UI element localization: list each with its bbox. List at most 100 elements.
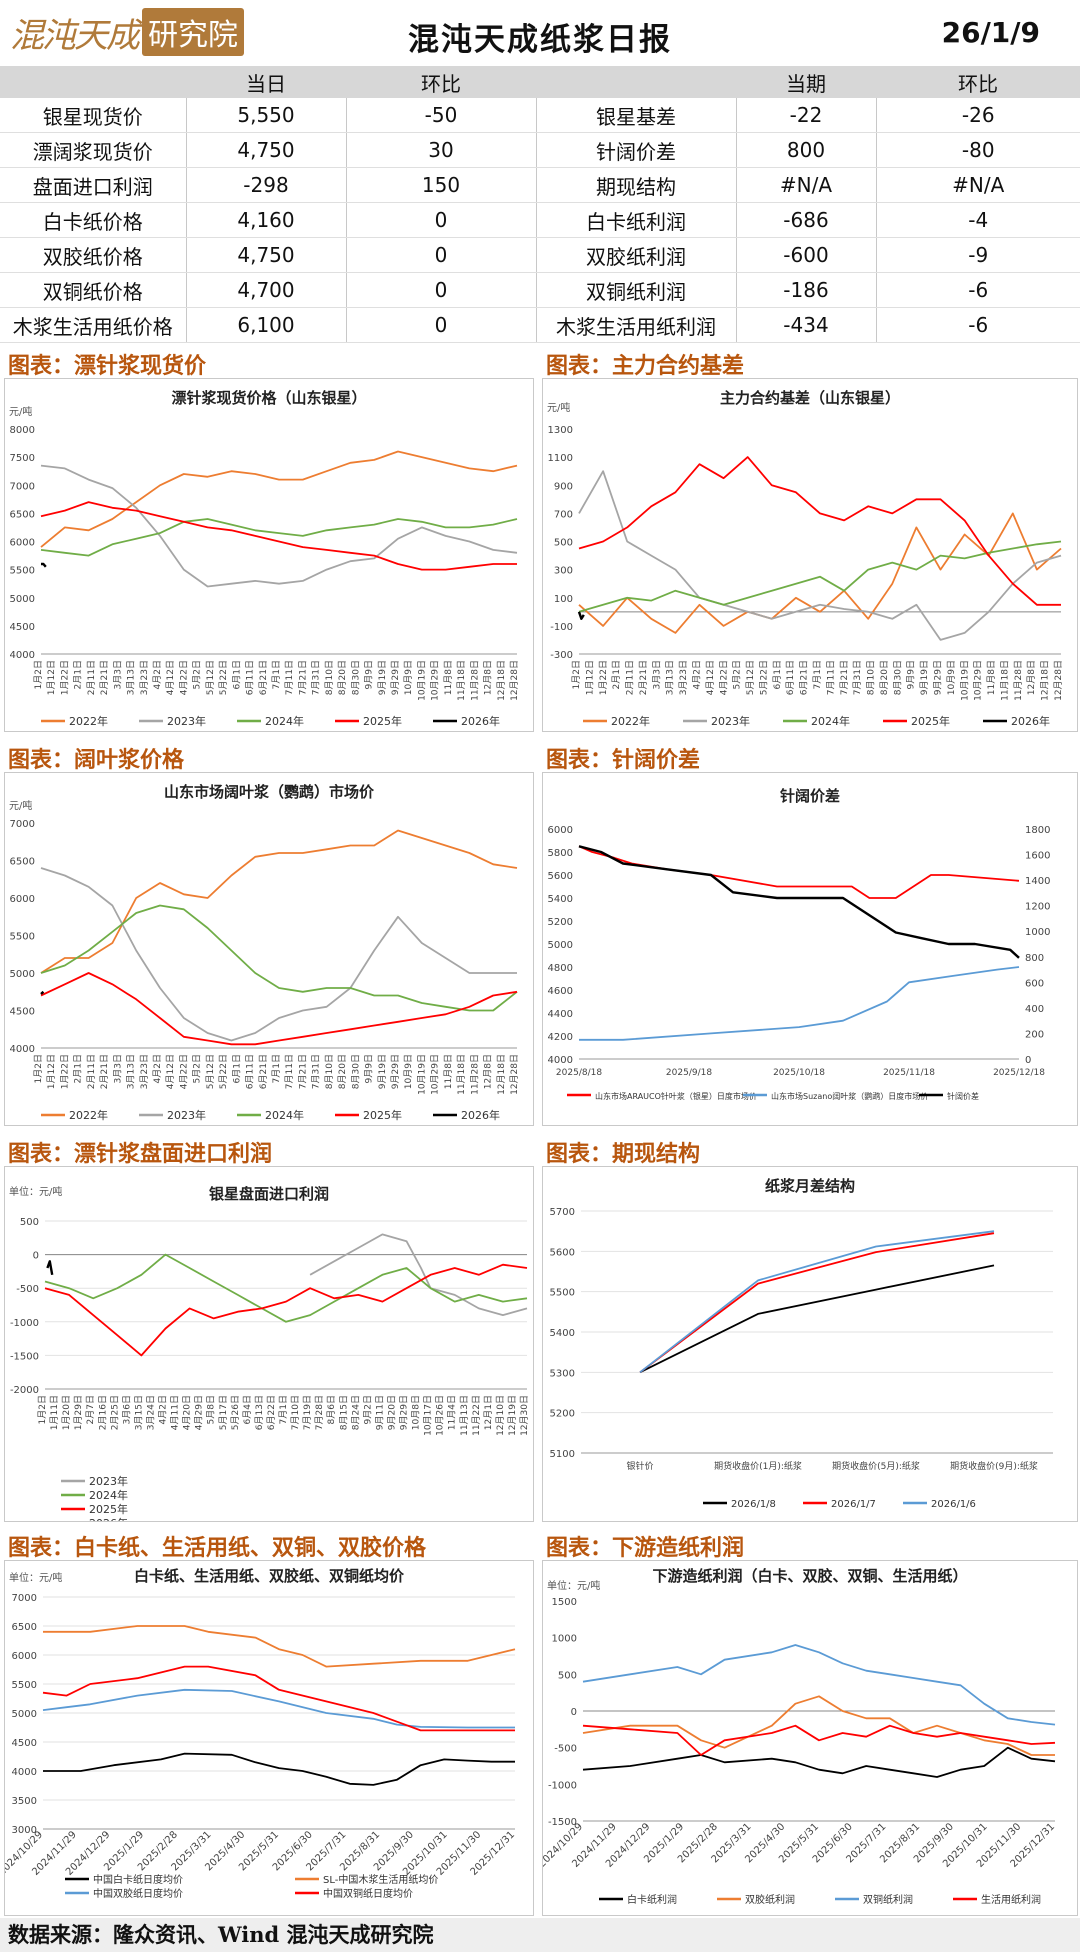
x-tick-label: 8月20日 <box>337 1054 348 1089</box>
x-tick-label: 2025/11/18 <box>883 1068 935 1078</box>
x-tick-label: 2025/10/18 <box>773 1068 825 1078</box>
x-tick-label: 11月28日 <box>469 660 480 701</box>
chart-title: 针阔价差 <box>780 787 840 805</box>
x-tick-label: 7月1日 <box>271 660 282 689</box>
x-tick-label: 12月30日 <box>519 1395 530 1436</box>
y-tick-label: 5200 <box>550 1409 575 1420</box>
series-line-3 <box>42 1665 515 1732</box>
series-line-2 <box>582 1644 1056 1726</box>
series-line-3 <box>40 972 518 1046</box>
x-tick-label: 9月9日 <box>364 1054 375 1083</box>
series-line-2 <box>42 1688 515 1729</box>
x-tick-label: 12月8日 <box>483 660 494 695</box>
metric-change: -50 <box>346 98 537 133</box>
section-title-term-structure: 图表：期现结构 <box>546 1141 701 1167</box>
series-line-0 <box>578 512 1062 634</box>
x-tick-label: 2月11日 <box>86 660 97 695</box>
y-tick-label: 4800 <box>548 963 573 974</box>
panel-c1: 漂针浆现货价格（山东银星） 元/吨 4000 4500 5000 5500 6000 6500… <box>4 378 534 732</box>
x-tick-label: 6月21日 <box>258 660 269 695</box>
panel-c3: 山东市场阔叶浆（鹦鹉）市场价 元/吨 4000 4500 5000 5500 6000 650… <box>4 772 534 1126</box>
chart-title: 漂针浆现货价格（山东银星） <box>171 389 366 407</box>
x-tick-label: 4月2日 <box>158 1395 169 1424</box>
series-line-0 <box>40 829 518 974</box>
x-tick-label: 8月20日 <box>337 660 348 695</box>
metric-value: 4,750 <box>186 237 347 273</box>
y-tick-label: 5500 <box>550 1288 575 1299</box>
x-tick-label: 7月31日 <box>311 1054 322 1089</box>
y-tick-label: 4000 <box>548 1055 573 1066</box>
series-line-0 <box>40 450 518 548</box>
panel-c4: 针阔价差 4000 4200 4400 4600 4800 5000 5200 5400 5600… <box>542 772 1078 1126</box>
x-tick-label: 11月28日 <box>1013 660 1024 701</box>
y-tick-label: -1000 <box>10 1318 39 1329</box>
series-line-3 <box>578 456 1061 606</box>
y-tick-label: 6500 <box>12 1622 37 1633</box>
x-tick-label: 9月29日 <box>399 1395 410 1430</box>
series-line-2 <box>578 845 1020 959</box>
x-tick-label: 8月15日 <box>338 1395 349 1430</box>
metric-value: -22 <box>736 98 877 133</box>
y-tick-label: -1000 <box>548 1780 577 1791</box>
metric-change: #N/A <box>876 167 1080 203</box>
legend-label: 2022年 <box>69 714 108 728</box>
x-tick-label: 3月3日 <box>112 1054 123 1083</box>
y-tick-label: 6000 <box>12 1651 37 1662</box>
metric-change: 0 <box>346 307 537 343</box>
logo-text: 混沌天成 <box>10 15 140 56</box>
metric-change: -6 <box>876 272 1080 308</box>
x-tick-label: 11月28日 <box>469 1054 480 1095</box>
chart-title: 银星盘面进口利润 <box>209 1185 329 1203</box>
summary-row: 双铜纸价格 4,700 0 双铜纸利润 -186 -6 <box>0 272 1080 308</box>
legend-label: 2025年 <box>363 1108 402 1122</box>
x-tick-label: 6月21日 <box>258 1054 269 1089</box>
summary-row: 银星现货价 5,550 -50 银星基差 -22 -26 <box>0 98 1080 133</box>
x-tick-label: 11月8日 <box>443 1054 454 1089</box>
y-tick-label: 5400 <box>550 1328 575 1339</box>
panel-c7: 白卡纸、生活用纸、双胶纸、双铜纸均价 单位：元/吨 3000 3500 4000 4500… <box>4 1560 534 1916</box>
x-tick-label: 期货收盘价(9月):纸浆 <box>950 1460 1038 1472</box>
series-line-0 <box>309 1233 528 1317</box>
y-tick-label: -100 <box>550 622 573 633</box>
y-tick-label: 7000 <box>10 481 35 492</box>
legend-label: 2026年 <box>461 1108 500 1122</box>
x-tick-label: 11月18日 <box>456 660 467 701</box>
y2-tick-label: 1200 <box>1025 902 1050 913</box>
x-tick-label: 10月9日 <box>946 660 957 695</box>
x-tick-label: 10月29日 <box>973 660 984 701</box>
x-tick-label: 7月31日 <box>311 660 322 695</box>
x-tick-label: 2025/9/18 <box>666 1068 712 1078</box>
x-tick-label: 5月26日 <box>230 1395 241 1430</box>
x-tick-label: 6月1日 <box>772 660 783 689</box>
x-tick-label: 3月24日 <box>145 1395 156 1430</box>
x-tick-label: 7月31日 <box>852 660 863 695</box>
y-tick-label: -500 <box>16 1284 39 1295</box>
x-tick-label: 9月2日 <box>362 1395 373 1424</box>
legend-label: 针阔价差 <box>947 1091 979 1101</box>
x-tick-label: 4月12日 <box>165 1054 176 1089</box>
y-tick-label: 300 <box>554 566 573 577</box>
x-tick-label: 1月12日 <box>584 660 595 695</box>
y-tick-label: 5200 <box>548 917 573 928</box>
x-tick-label: 10月29日 <box>430 660 441 701</box>
x-tick-label: 2月16日 <box>97 1395 108 1430</box>
legend-label: 2023年 <box>167 1108 206 1122</box>
x-tick-label: 10月8日 <box>411 1395 422 1430</box>
panel-c6: 纸浆月差结构 5100 5200 5300 5400 5500 5600 5700 银针价 期货收… <box>542 1166 1078 1522</box>
x-tick-label: 5月17日 <box>218 1395 229 1430</box>
x-tick-label: 8月10日 <box>866 660 877 695</box>
y-tick-label: 4200 <box>548 1032 573 1043</box>
x-tick-label: 10月29日 <box>430 1054 441 1095</box>
unit-label: 单位：元/吨 <box>9 1185 62 1198</box>
metric-value: -186 <box>736 272 877 308</box>
summary-header-row: 当日 环比 当期 环比 <box>0 66 1080 98</box>
col-header-current-2: 当期 <box>736 66 876 98</box>
legend-label: 2024年 <box>265 1108 304 1122</box>
chart-term-structure: 纸浆月差结构 5100 5200 5300 5400 5500 5600 5700 银针价 期货收… <box>550 1177 1053 1510</box>
y-tick-label: 6000 <box>10 894 35 905</box>
y-tick-label: 5100 <box>550 1449 575 1460</box>
metric-value: -686 <box>736 202 877 238</box>
section-title-softwood-spot: 图表：漂针浆现货价 <box>8 353 207 379</box>
x-tick-label: 2025/8/18 <box>556 1068 602 1078</box>
x-tick-label: 1月20日 <box>61 1395 72 1430</box>
